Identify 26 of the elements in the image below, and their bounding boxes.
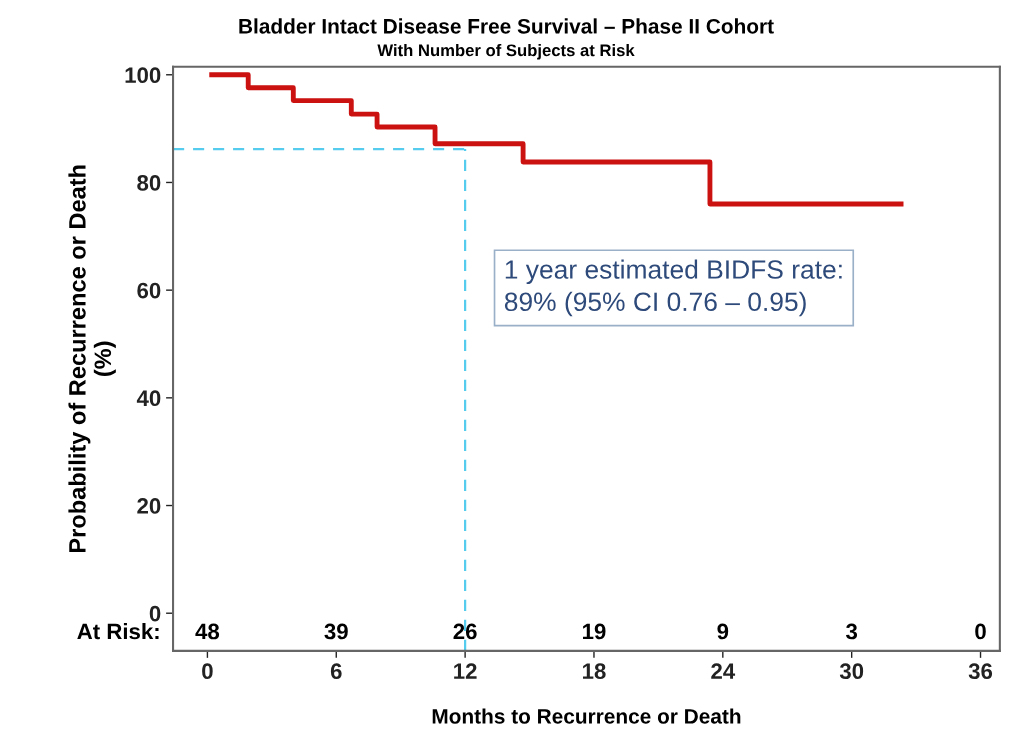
text: At Risk:	[77, 623, 159, 640]
annotation: 3	[846, 623, 858, 640]
y-tick-label: 80	[137, 175, 161, 191]
x-tick-label: 24	[711, 663, 736, 679]
x-tick-label: 12	[454, 663, 477, 679]
y-axis-title: Probability of Recurrence or Death (%)	[68, 165, 116, 553]
y-tick-label: 100	[125, 67, 161, 84]
y-tick-label: 0	[149, 605, 161, 622]
chart-title: Bladder Intact Disease Free Survival – Phase II Cohort	[239, 18, 774, 34]
chart-subtitle: With Number of Subjects at Risk	[377, 43, 635, 60]
y-tick-label: 40	[136, 390, 161, 407]
annotation: 9	[717, 623, 729, 640]
y-tick-label: 60	[137, 282, 161, 299]
x-tick-label: 0	[202, 663, 213, 680]
annotation: 1 year estimated BIDFS rate: 89% (95% CI 0.76 – 0.95)	[504, 259, 842, 317]
annotation: 19	[583, 623, 606, 640]
annotation: 26	[453, 623, 477, 640]
y-tick-label: 20	[137, 498, 161, 514]
x-tick-label: 36	[968, 663, 993, 680]
x-tick-label: 6	[330, 663, 342, 680]
annotation: 39	[324, 623, 348, 640]
annotation: 0	[975, 623, 986, 640]
annotation: 48	[195, 623, 220, 640]
x-tick-label: 18	[583, 663, 606, 680]
x-tick-label: 30	[839, 663, 864, 680]
x-axis-title: Months to Recurrence or Death	[432, 708, 741, 724]
